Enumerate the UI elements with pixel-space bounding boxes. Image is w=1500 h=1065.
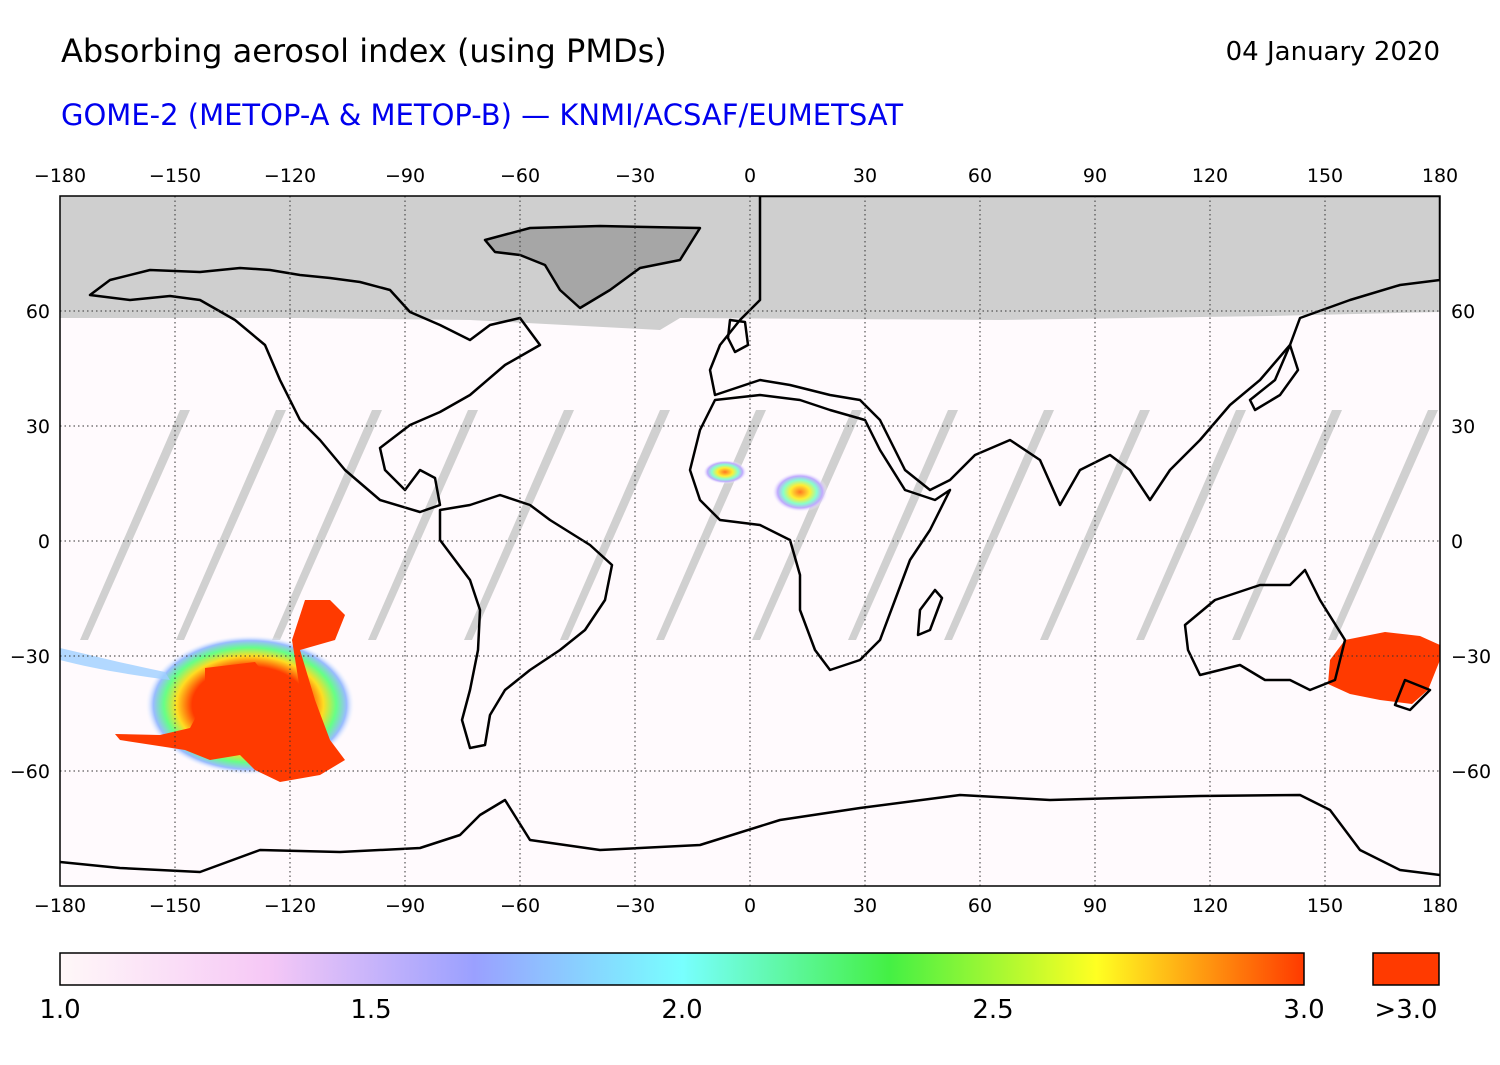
latitude-tick-label: −60 [1451, 761, 1491, 783]
longitude-tick-label: −30 [615, 895, 655, 917]
africa-coastline [688, 393, 952, 672]
longitude-tick-label: −150 [149, 165, 201, 187]
longitude-tick-label: 60 [968, 165, 992, 187]
south-america-coastline [438, 493, 614, 750]
colorbar-overflow-label: >3.0 [1374, 995, 1438, 1025]
colorbar-tick-label: 1.0 [39, 995, 81, 1025]
orbit-gap-stripe [176, 410, 286, 640]
north-america-coastline [88, 266, 542, 514]
longitude-tick-label: 150 [1307, 895, 1343, 917]
japan-coastline [1248, 343, 1300, 412]
latitude-tick-label: −30 [10, 646, 50, 668]
longitude-tick-labels-bottom: −180 −150 −120 −90 −60 −30 0 30 60 90 120 150 180 [34, 895, 1458, 917]
longitude-tick-label: 0 [744, 165, 756, 187]
orbit-gap-stripe [1136, 410, 1246, 640]
map-subtitle: GOME-2 (METOP-A & METOP-B) — KNMI/ACSAF/… [61, 98, 904, 132]
longitude-tick-label: −90 [385, 895, 425, 917]
latitude-tick-label: 60 [26, 301, 50, 323]
orbit-gap-stripe [272, 410, 382, 640]
australia-coastline [1183, 568, 1347, 692]
coastlines [60, 196, 1440, 877]
madagascar-coastline [916, 588, 944, 637]
colorbar-tick-label: 2.0 [661, 995, 703, 1025]
map-frame [59, 195, 1441, 887]
aerosol-plumes [60, 460, 1440, 782]
map-date: 04 January 2020 [1225, 37, 1440, 67]
sahara-dust-plume [772, 472, 828, 512]
latitude-tick-labels-left: 60 30 0 −30 −60 [10, 301, 50, 783]
south-pacific-smoke-core [115, 600, 345, 782]
longitude-tick-labels-top: −180 −150 −120 −90 −60 −30 0 30 60 90 120 150 180 [34, 165, 1458, 187]
longitude-tick-label: −180 [34, 895, 86, 917]
longitude-tick-label: −90 [385, 165, 425, 187]
colorbar-overflow-swatch [1372, 952, 1440, 986]
longitude-tick-label: 180 [1422, 165, 1458, 187]
longitude-tick-label: 0 [744, 895, 756, 917]
latitude-tick-label: 30 [1451, 416, 1475, 438]
map-title: Absorbing aerosol index (using PMDs) [61, 32, 667, 70]
orbit-gap-stripe [944, 410, 1054, 640]
orbit-gap-stripe [368, 410, 478, 640]
orbit-gap-stripe [848, 410, 958, 640]
longitude-tick-label: −30 [615, 165, 655, 187]
orbit-gap-stripe [80, 410, 190, 640]
longitude-tick-label: 60 [968, 895, 992, 917]
orbit-gap-stripe [1328, 410, 1438, 640]
colorbar [59, 952, 1305, 986]
latitude-tick-label: 0 [1451, 531, 1463, 553]
latitude-tick-label: −30 [1451, 646, 1491, 668]
longitude-tick-label: 30 [853, 165, 877, 187]
colorbar-tick-label: 3.0 [1283, 995, 1325, 1025]
longitude-tick-label: −120 [264, 895, 316, 917]
latitude-tick-label: −60 [10, 761, 50, 783]
longitude-tick-label: 150 [1307, 165, 1343, 187]
latitude-tick-label: 60 [1451, 301, 1475, 323]
colorbar-tick-label: 1.5 [350, 995, 392, 1025]
longitude-tick-label: −180 [34, 165, 86, 187]
orbit-gap-stripe [560, 410, 670, 640]
latitude-tick-labels-right: 60 30 0 −30 −60 [1451, 301, 1491, 783]
new-zealand-coastline [1393, 678, 1432, 712]
graticule-grid [60, 196, 1440, 886]
orbit-gap-stripe [1232, 410, 1342, 640]
antarctica-coastline [60, 793, 1440, 877]
longitude-tick-label: 90 [1083, 895, 1107, 917]
longitude-tick-label: 180 [1422, 895, 1458, 917]
orbit-gap-stripe [464, 410, 574, 640]
longitude-tick-label: 120 [1192, 165, 1228, 187]
longitude-tick-label: −60 [500, 165, 540, 187]
longitude-tick-label: 120 [1192, 895, 1228, 917]
longitude-tick-label: −120 [264, 165, 316, 187]
europe-asia-coastline [708, 196, 1440, 507]
latitude-tick-label: 30 [26, 416, 50, 438]
longitude-tick-label: 90 [1083, 165, 1107, 187]
colorbar-tick-label: 2.5 [972, 995, 1014, 1025]
sahel-dust-plume [703, 460, 747, 484]
latitude-tick-label: 0 [38, 531, 50, 553]
longitude-tick-label: −150 [149, 895, 201, 917]
longitude-tick-label: −60 [500, 895, 540, 917]
orbit-gap-stripe [752, 410, 862, 640]
longitude-tick-label: 30 [853, 895, 877, 917]
uk-coastline [726, 318, 750, 354]
southeast-australia-smoke-plume [1328, 632, 1440, 704]
